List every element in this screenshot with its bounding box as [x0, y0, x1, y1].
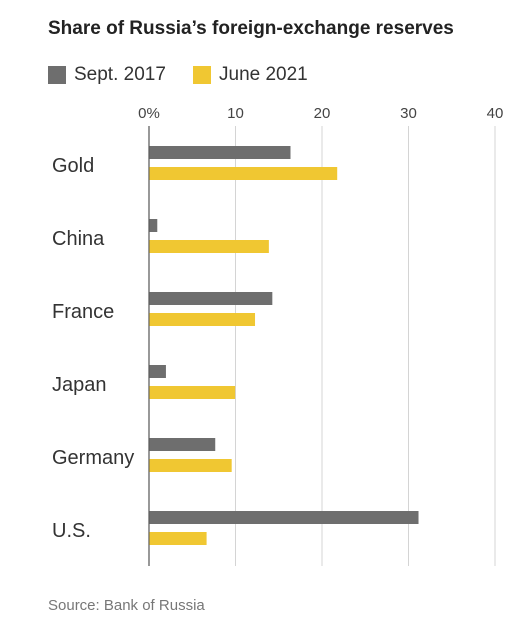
category-label-china: China — [52, 228, 105, 250]
category-label-france: France — [52, 301, 114, 323]
bar-japan-series-1 — [149, 365, 166, 378]
bar-china-series-1 — [149, 219, 158, 232]
bar-gold-series-2 — [149, 167, 338, 180]
legend-label-series-1: Sept. 2017 — [74, 64, 166, 85]
bar-germany-series-2 — [149, 459, 232, 472]
source-note: Source: Bank of Russia — [48, 597, 205, 614]
bar-u-s--series-1 — [149, 511, 419, 524]
bar-france-series-1 — [149, 292, 273, 305]
category-label-gold: Gold — [52, 155, 94, 177]
legend-swatch-series-2 — [193, 66, 211, 84]
legend-item-series-2: June 2021 — [193, 64, 308, 86]
bar-france-series-2 — [149, 313, 256, 326]
legend-label-series-2: June 2021 — [219, 64, 308, 85]
bar-u-s--series-2 — [149, 532, 207, 545]
bar-germany-series-1 — [149, 438, 216, 451]
category-label-germany: Germany — [52, 447, 134, 469]
x-tick-label-0: 0% — [138, 105, 160, 122]
category-label-japan: Japan — [52, 374, 107, 396]
chart-title: Share of Russia’s foreign-exchange reser… — [48, 18, 454, 39]
bar-japan-series-2 — [149, 386, 236, 399]
bar-china-series-2 — [149, 240, 269, 253]
x-tick-label-40: 40 — [487, 105, 504, 122]
bar-gold-series-1 — [149, 146, 291, 159]
legend-swatch-series-1 — [48, 66, 66, 84]
x-tick-label-10: 10 — [227, 105, 244, 122]
x-tick-label-20: 20 — [314, 105, 331, 122]
x-tick-label-30: 30 — [400, 105, 417, 122]
category-label-u-s-: U.S. — [52, 520, 91, 542]
legend-item-series-1: Sept. 2017 — [48, 64, 166, 86]
